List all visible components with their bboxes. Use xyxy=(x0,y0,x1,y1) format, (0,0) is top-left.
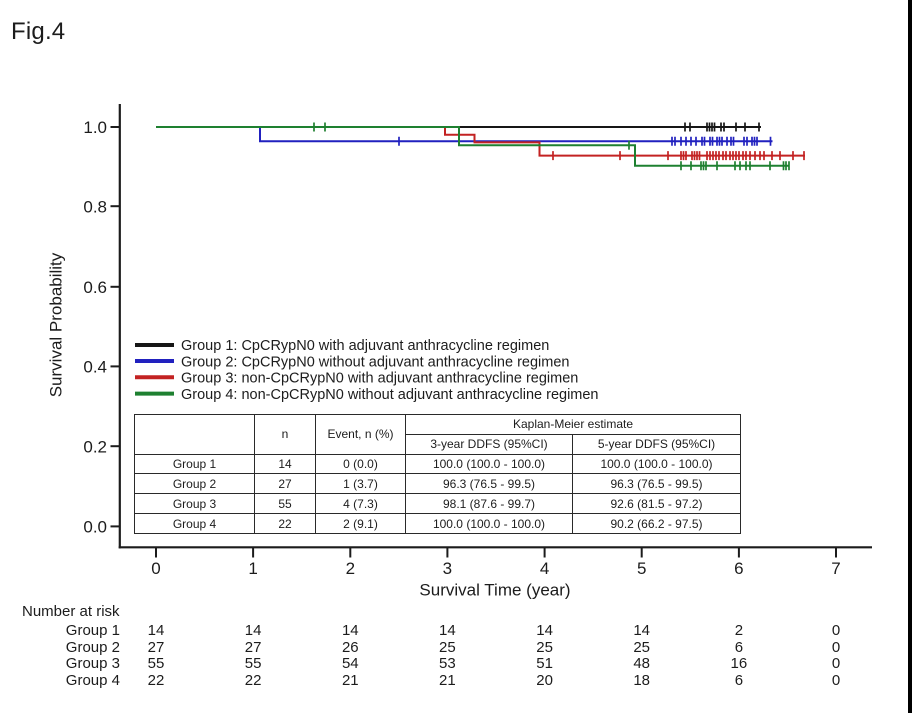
svg-text:Survival Probability: Survival Probability xyxy=(47,252,66,397)
svg-text:Survival Time (year): Survival Time (year) xyxy=(419,581,570,600)
svg-text:Group 3: non-CpCRypN0 with adj: Group 3: non-CpCRypN0 with adjuvant anth… xyxy=(181,371,578,387)
svg-text:7: 7 xyxy=(831,559,840,578)
svg-text:3: 3 xyxy=(443,559,452,578)
svg-text:Group 1: CpCRypN0 with adjuvan: Group 1: CpCRypN0 with adjuvant anthracy… xyxy=(181,338,549,354)
svg-text:0: 0 xyxy=(151,559,160,578)
svg-text:1.0: 1.0 xyxy=(83,118,107,137)
svg-text:4: 4 xyxy=(540,559,549,578)
svg-text:0.0: 0.0 xyxy=(83,518,107,537)
svg-text:0.2: 0.2 xyxy=(83,437,107,456)
svg-text:0.4: 0.4 xyxy=(83,358,107,377)
svg-text:Group 4: non-CpCRypN0 without: Group 4: non-CpCRypN0 without adjuvant a… xyxy=(181,387,599,403)
svg-text:1: 1 xyxy=(248,559,257,578)
svg-text:2: 2 xyxy=(346,559,355,578)
svg-text:6: 6 xyxy=(734,559,743,578)
svg-text:Group 2: CpCRypN0 without adju: Group 2: CpCRypN0 without adjuvant anthr… xyxy=(181,354,569,370)
svg-text:0.8: 0.8 xyxy=(83,197,107,216)
svg-text:0.6: 0.6 xyxy=(83,278,107,297)
svg-text:5: 5 xyxy=(637,559,646,578)
